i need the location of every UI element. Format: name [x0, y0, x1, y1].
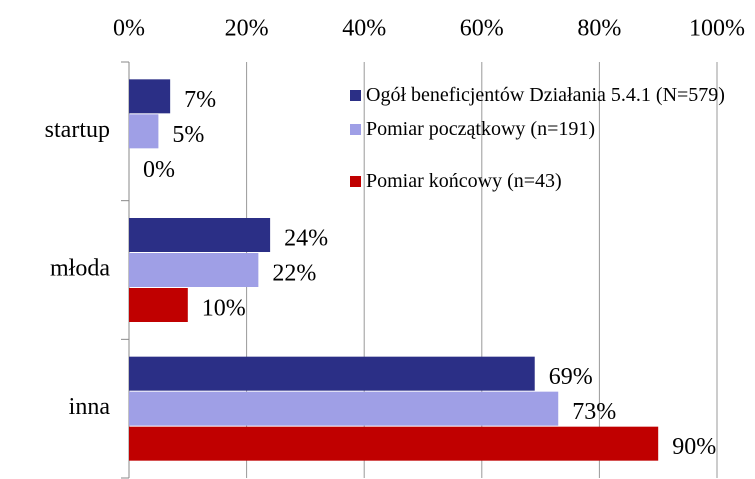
- x-tick-label: 80%: [577, 16, 621, 42]
- x-tick-label: 100%: [689, 16, 745, 42]
- value-label: 73%: [572, 399, 616, 425]
- category-label: młoda: [50, 256, 110, 282]
- legend-label: Pomiar początkowy (n=191): [366, 118, 596, 140]
- value-label: 0%: [143, 157, 175, 183]
- value-label: 22%: [272, 261, 316, 287]
- x-tick-label: 40%: [342, 16, 386, 42]
- value-label: 7%: [184, 87, 216, 113]
- category-label: startup: [45, 117, 110, 143]
- bar: [129, 356, 535, 391]
- value-label: 24%: [284, 226, 328, 252]
- x-tick-label: 20%: [225, 16, 269, 42]
- legend-label: Ogół beneficjentów Działania 5.4.1 (N=57…: [366, 84, 725, 106]
- legend-swatch: [350, 176, 361, 187]
- value-label: 5%: [172, 122, 204, 148]
- bar: [129, 426, 659, 461]
- value-label: 69%: [549, 364, 593, 390]
- bar: [129, 79, 171, 114]
- bar: [129, 218, 271, 252]
- value-label: 90%: [672, 434, 716, 460]
- legend-box: Ogół beneficjentów Działania 5.4.1 (N=57…: [350, 82, 750, 194]
- category-label: inna: [69, 394, 111, 420]
- legend-label: Pomiar końcowy (n=43): [366, 170, 562, 192]
- legend-item: Ogół beneficjentów Działania 5.4.1 (N=57…: [350, 82, 750, 108]
- bar: [129, 253, 259, 287]
- legend-item: Pomiar początkowy (n=191): [350, 116, 750, 142]
- x-tick-label: 60%: [460, 16, 504, 42]
- x-tick-label: 0%: [113, 16, 145, 42]
- value-label: 10%: [202, 296, 246, 322]
- bar: [129, 114, 159, 149]
- legend-item: Pomiar końcowy (n=43): [350, 168, 750, 194]
- bar: [129, 288, 188, 322]
- legend: Ogół beneficjentów Działania 5.4.1 (N=57…: [350, 82, 750, 194]
- bar: [129, 391, 559, 426]
- legend-swatch: [350, 90, 361, 101]
- legend-swatch: [350, 124, 361, 135]
